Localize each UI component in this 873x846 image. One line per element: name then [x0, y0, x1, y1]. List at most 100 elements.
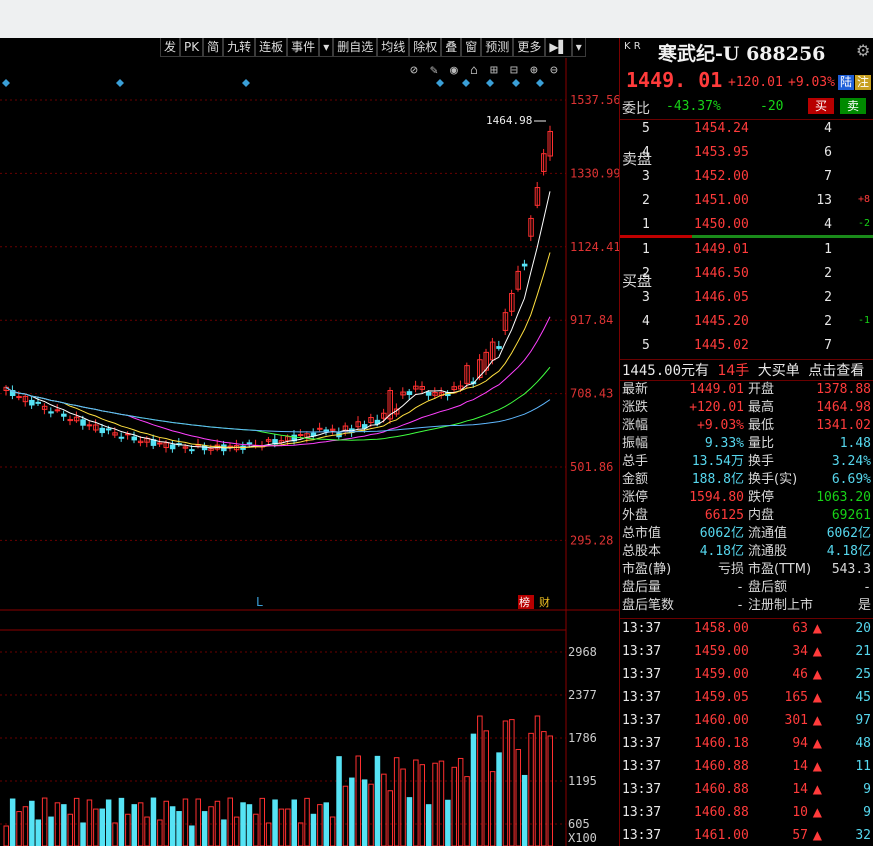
- big-order-row[interactable]: 1445.00元有 14手 大买单 点击查看: [622, 360, 864, 380]
- candle-body: [86, 424, 93, 427]
- finance-tag-label[interactable]: 财: [539, 595, 550, 609]
- volume-bar: [112, 822, 118, 846]
- toolbar-item-14[interactable]: ▶▌: [545, 38, 572, 57]
- toolbar-item-5[interactable]: 事件: [287, 38, 320, 57]
- stat-label: 涨幅: [622, 418, 649, 433]
- chart-tool-icon[interactable]: ⊞: [490, 63, 498, 78]
- toolbar-item-15[interactable]: ▾: [571, 38, 586, 57]
- candle-body: [464, 365, 470, 384]
- sell-order-row: 5 1454.24 4: [620, 119, 873, 141]
- event-marker-icon[interactable]: [116, 79, 124, 87]
- rank-tag-label[interactable]: 榜: [519, 595, 530, 609]
- volume-bar: [176, 811, 182, 846]
- event-marker-icon[interactable]: [242, 79, 250, 87]
- event-marker-icon[interactable]: [512, 79, 520, 87]
- stat-value: 6062亿: [699, 526, 744, 541]
- up-arrow-icon: ▲: [812, 690, 822, 704]
- buy-order-volume: 2: [824, 290, 832, 305]
- candle-body: [112, 432, 118, 436]
- stat-label: 外盘: [622, 508, 649, 523]
- volume-bar: [528, 732, 534, 846]
- tick-time: 13:37: [622, 667, 662, 682]
- toolbar-item-9[interactable]: 除权: [409, 38, 442, 57]
- event-marker-icon[interactable]: [486, 79, 494, 87]
- toolbar-item-11[interactable]: 窗: [461, 38, 482, 57]
- tick-time: 13:37: [622, 621, 662, 636]
- kline-svg[interactable]: 1537.56 1330.99 1124.41 917.84 708.43 501.86 2…: [0, 58, 621, 846]
- chart-tool-icon[interactable]: ⊘: [410, 63, 418, 78]
- toolbar-item-2[interactable]: 简: [203, 38, 224, 57]
- toolbar-item-13[interactable]: 更多: [513, 38, 546, 57]
- buy-button[interactable]: 买: [808, 98, 834, 114]
- chart-tool-icon[interactable]: ⊟: [510, 63, 518, 78]
- candle-body: [163, 442, 169, 449]
- tick-row: 13:37 1460.88 14 ▲ 9: [620, 779, 873, 802]
- sell-order-price: 1451.00: [694, 193, 749, 208]
- stat-label: 注册制上市: [748, 598, 814, 613]
- sell-order-level: 1: [642, 217, 650, 232]
- volume-bar: [297, 822, 304, 846]
- tick-count: 11: [855, 759, 871, 774]
- volume-bar: [233, 816, 240, 846]
- weibi-diff: -20: [760, 99, 784, 114]
- volume-bar: [144, 816, 150, 846]
- candle-body: [137, 440, 144, 444]
- chart-tool-icon[interactable]: ⊖: [550, 63, 558, 78]
- event-marker-icon[interactable]: [462, 79, 470, 87]
- sell-order-volume: 6: [824, 145, 832, 160]
- volume-bar: [259, 797, 265, 846]
- stat-label: 金额: [622, 472, 649, 487]
- tick-volume: 165: [784, 690, 808, 705]
- buy-order-price: 1446.50: [694, 266, 749, 281]
- registration-badge: 注: [855, 75, 871, 90]
- tick-row: 13:37 1459.05 165 ▲ 45: [620, 687, 873, 710]
- big-order-link[interactable]: 点击查看: [808, 363, 865, 379]
- toolbar-item-12[interactable]: 预测: [481, 38, 514, 57]
- volume-bar: [272, 799, 278, 846]
- candle-body: [201, 445, 208, 451]
- volume-bar: [413, 759, 419, 846]
- stat-label: 最高: [748, 400, 775, 415]
- settings-gear-icon[interactable]: ⚙: [856, 41, 871, 60]
- volume-bar: [509, 719, 515, 846]
- toolbar-item-3[interactable]: 九转: [223, 38, 256, 57]
- chart-tool-icon[interactable]: ◉: [450, 63, 458, 78]
- toolbar-item-7[interactable]: 删自选: [333, 38, 378, 57]
- toolbar-item-0[interactable]: 发: [160, 38, 181, 57]
- chart-tool-icon[interactable]: ⊕: [530, 63, 538, 78]
- price-axis-label: 1537.56: [570, 93, 619, 107]
- volume-bar: [253, 813, 259, 846]
- volume-bar: [483, 730, 489, 846]
- tick-volume: 94: [792, 736, 808, 751]
- volume-bar: [489, 771, 496, 846]
- volume-bar: [419, 764, 425, 846]
- volume-bar: [118, 797, 125, 846]
- tick-time: 13:37: [622, 690, 662, 705]
- volume-bar: [278, 808, 285, 846]
- toolbar-item-8[interactable]: 均线: [377, 38, 410, 57]
- toolbar-item-1[interactable]: PK: [180, 38, 204, 57]
- chart-tool-icon[interactable]: ✎: [430, 63, 438, 78]
- volume-bar: [125, 813, 131, 846]
- candle-body: [483, 351, 489, 371]
- stat-value: 亏损: [717, 562, 744, 577]
- kline-chart-area[interactable]: 1537.56 1330.99 1124.41 917.84 708.43 501.86 2…: [0, 58, 621, 846]
- stat-label: 换手(实): [748, 472, 798, 487]
- volume-bar: [361, 779, 368, 846]
- buy-order-level: 4: [642, 314, 650, 329]
- toolbar-item-10[interactable]: 叠: [441, 38, 462, 57]
- tick-count: 25: [855, 667, 871, 682]
- price-axis-label: 1124.41: [570, 240, 619, 254]
- volume-bar: [502, 720, 509, 846]
- volume-bar: [80, 822, 86, 846]
- toolbar-item-4[interactable]: 连板: [255, 38, 288, 57]
- candle-body: [381, 412, 387, 419]
- event-marker-icon[interactable]: [436, 79, 444, 87]
- chart-tool-icon[interactable]: ⌂: [470, 63, 478, 78]
- sell-button[interactable]: 卖: [840, 98, 866, 114]
- event-marker-icon[interactable]: [536, 79, 544, 87]
- toolbar-item-6[interactable]: ▾: [319, 38, 334, 57]
- stat-label: 最新: [622, 382, 649, 397]
- event-marker-icon[interactable]: [2, 79, 10, 87]
- volume-bar: [457, 757, 464, 846]
